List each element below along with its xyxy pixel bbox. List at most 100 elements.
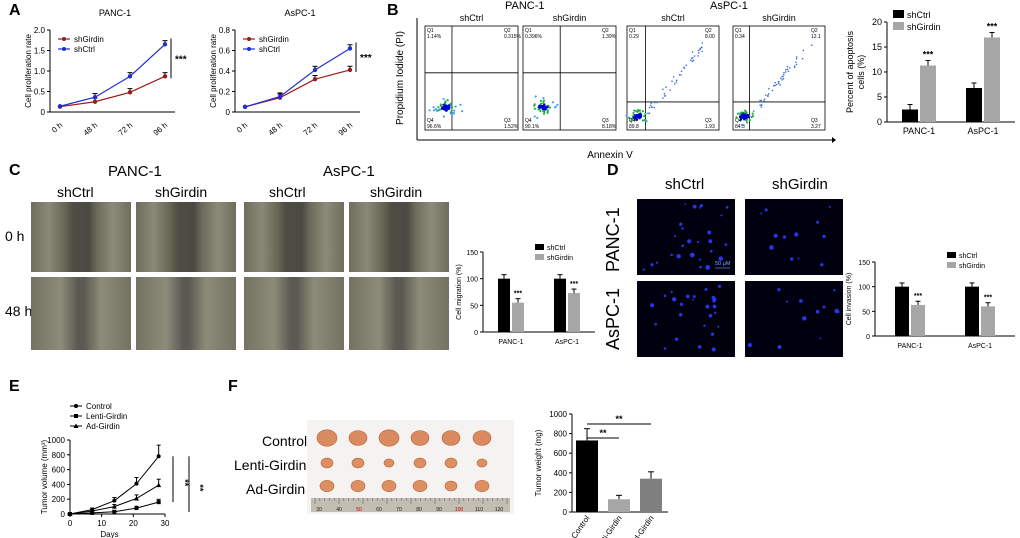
flow-event <box>446 99 449 102</box>
tumor-weight-y-tick-label: 1000 <box>549 410 567 419</box>
migration-legend-swatch <box>535 254 544 260</box>
flow-event <box>748 118 751 122</box>
invasion-y-tick-label: 150 <box>858 260 870 267</box>
tumor-volume-point <box>67 511 73 516</box>
tumor-weight-bar <box>608 499 630 512</box>
migration-y-tick-label: 150 <box>466 250 478 257</box>
flow-event <box>448 104 451 107</box>
invasion-cell <box>650 263 654 267</box>
flow-q3: Q3 <box>705 118 712 124</box>
flow-plot-frame <box>424 25 519 131</box>
flow-event <box>746 121 749 124</box>
invasion-y-label: Cell invasion (%) <box>846 273 853 326</box>
panel-a-aspc1-y-label: Cell proliferation rate <box>209 34 218 108</box>
flow-event <box>435 109 439 112</box>
flow-event-diagonal <box>675 79 678 82</box>
flow-event <box>460 110 464 113</box>
invasion-cell <box>782 235 787 239</box>
flow-event-diagonal <box>680 74 682 76</box>
panel-a-aspc1-legend-label: shCtrl <box>259 45 280 54</box>
tumor-volume-x-tick-label: 10 <box>97 519 106 528</box>
wound-col-label-1: shCtrl <box>57 184 94 200</box>
invasion-cell <box>704 288 708 291</box>
tumor-volume-point <box>111 504 117 509</box>
flow-event <box>546 109 549 113</box>
wound-col-label-2: shGirdin <box>155 184 208 200</box>
flow-event-diagonal <box>779 84 781 86</box>
invasion-cell <box>676 253 681 259</box>
flow-group-label-panc1: PANC-1 <box>505 0 545 12</box>
invasion-cell <box>815 309 820 314</box>
flow-event <box>636 115 639 118</box>
flow-event-diagonal <box>780 77 782 79</box>
flow-event-diagonal <box>760 99 762 102</box>
tumor-weight-y-tick-label: 600 <box>554 449 568 458</box>
flow-event <box>641 119 644 122</box>
apoptosis-bar <box>920 65 936 122</box>
flow-event-diagonal <box>662 88 664 91</box>
invasion-y-tick-label: 100 <box>858 285 870 292</box>
apoptosis-bar <box>902 109 918 122</box>
invasion-cell <box>773 233 778 238</box>
tumor <box>413 457 427 469</box>
invasion-cell <box>678 312 683 317</box>
ruler-label: 30 <box>316 507 322 513</box>
panel-a-aspc1-y-tick-label: 0.6 <box>219 47 231 56</box>
panel-a-aspc1-point <box>347 67 353 73</box>
panel-a-panc1-point <box>92 99 98 104</box>
flow-event-diagonal <box>765 94 767 96</box>
invasion-cell <box>707 230 712 235</box>
flow-event <box>439 104 442 107</box>
flow-event-diagonal <box>648 106 651 109</box>
flow-plot-label: shCtrl <box>460 13 484 23</box>
flow-event <box>636 110 639 113</box>
invasion-x-tick-label: PANC-1 <box>897 343 922 350</box>
proliferation-chart-panc1: PANC-1 0 0.5 1.0 1.5 2.0 0 h 48 h 72 h 96 h Cell p… <box>24 8 187 138</box>
tumor <box>476 458 488 468</box>
flow-event-diagonal <box>783 71 785 74</box>
panel-letter-e: E <box>9 378 20 395</box>
flow-event-diagonal <box>665 86 667 88</box>
invasion-cell <box>724 243 728 246</box>
flow-event <box>534 95 537 98</box>
ruler-label: 110 <box>475 507 483 513</box>
flow-event <box>546 111 549 114</box>
tumor-volume-legend-marker <box>74 414 78 418</box>
invasion-row-label-aspc1: AsPC-1 <box>603 287 623 350</box>
flow-event-diagonal <box>673 83 676 85</box>
apoptosis-y-tick-label: 5 <box>877 92 882 102</box>
tumor-weight-significance-2: ** <box>599 428 607 438</box>
tumor-volume-y-tick-label: 400 <box>52 480 66 489</box>
flow-event-diagonal <box>671 80 673 83</box>
flow-x-label: Annexin V <box>587 150 633 161</box>
panel-a-aspc1-y-tick-label: 0.4 <box>219 67 231 76</box>
flow-event-diagonal <box>781 75 784 78</box>
wound-image-aspc1-shctrl-48h <box>244 277 344 350</box>
invasion-legend-swatch <box>947 252 956 258</box>
flow-event-diagonal <box>772 85 775 87</box>
flow-q1: Q1 <box>427 28 434 34</box>
flow-event <box>438 108 441 111</box>
flow-event <box>450 104 453 107</box>
flow-event <box>450 110 453 113</box>
flow-plot-label: shCtrl <box>661 13 685 23</box>
flow-event-diagonal <box>678 74 681 76</box>
flow-event <box>735 116 738 119</box>
tumor <box>410 430 430 446</box>
invasion-cell <box>709 249 713 253</box>
panel-a-aspc1-legend-label: shGirdin <box>259 35 289 44</box>
tumor-weight-y-tick-label: 0 <box>563 508 568 517</box>
panel-a-aspc1-point <box>312 67 318 73</box>
flow-event <box>542 102 545 105</box>
invasion-cell <box>711 295 716 300</box>
panel-a-panc1-point <box>162 74 168 79</box>
invasion-cell <box>650 303 655 308</box>
panel-a-panc1-x-tick-label: 48 h <box>82 121 100 138</box>
flow-event-diagonal <box>680 70 683 73</box>
flow-event <box>554 106 557 109</box>
panel-a-aspc1-significance: *** <box>360 53 372 64</box>
tumor <box>381 479 397 493</box>
invasion-cell <box>670 290 673 294</box>
flow-event <box>633 109 636 112</box>
flow-event <box>625 114 628 117</box>
